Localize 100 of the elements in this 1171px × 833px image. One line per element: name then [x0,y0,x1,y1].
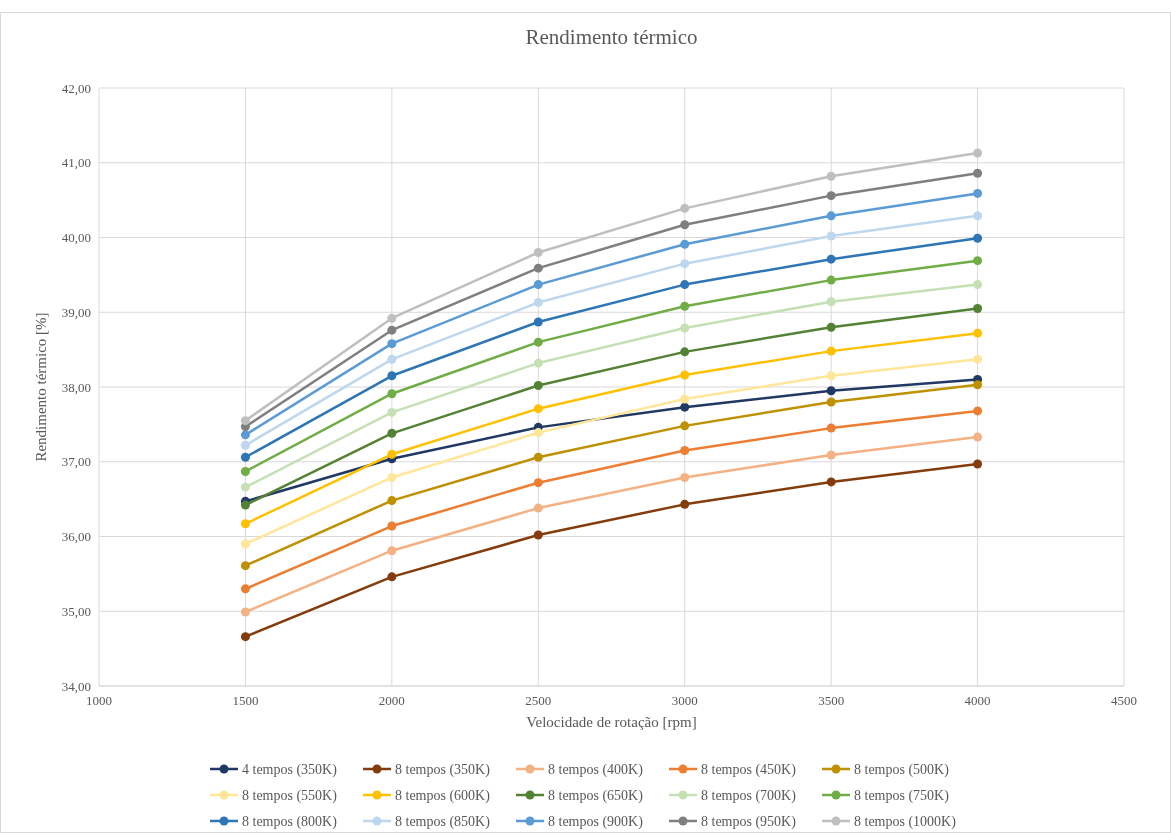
point [826,275,836,285]
point [680,239,690,249]
point [973,380,983,390]
point [240,607,250,617]
point [973,188,983,198]
legend-label: 8 tempos (500K) [854,761,950,778]
y-tick-label: 38,00 [61,379,91,395]
point [533,478,543,488]
point [973,168,983,178]
point [680,280,690,290]
legend-label: 8 tempos (850K) [395,813,491,830]
point [533,247,543,257]
point [387,572,397,582]
y-tick-label: 36,00 [61,529,91,545]
point [826,191,836,201]
point [973,406,983,416]
x-tick-label: 4000 [964,693,991,708]
point [680,499,690,509]
point [240,416,250,426]
point [826,371,836,381]
point [387,354,397,364]
y-tick-label: 41,00 [61,155,91,171]
y-tick-label: 35,00 [61,603,91,619]
point [973,432,983,442]
legend-label: 8 tempos (800K) [242,813,338,830]
point [680,421,690,431]
x-tick-label: 4500 [1111,693,1137,708]
legend-label: 8 tempos (900K) [548,813,644,830]
point [680,446,690,456]
point [533,280,543,290]
point [240,632,250,642]
point [680,259,690,269]
legend-label: 8 tempos (400K) [548,761,644,778]
point [826,397,836,407]
point [826,297,836,307]
legend-label: 8 tempos (450K) [701,761,797,778]
point [240,430,250,440]
point [387,407,397,417]
point [973,211,983,221]
y-tick-label: 34,00 [61,678,91,694]
point [826,386,836,396]
legend-label: 8 tempos (350K) [395,761,491,778]
point [533,263,543,273]
point [826,450,836,460]
point [387,389,397,399]
point [240,500,250,510]
legend-label: 8 tempos (550K) [242,787,338,804]
point [973,233,983,243]
point [387,313,397,323]
point [240,482,250,492]
y-tick-label: 39,00 [61,304,91,320]
point [973,280,983,290]
legend-label: 8 tempos (600K) [395,787,491,804]
point [387,339,397,349]
point [387,496,397,506]
legend-label: 8 tempos (650K) [548,787,644,804]
point [973,304,983,314]
y-tick-label: 40,00 [61,230,91,246]
point [826,231,836,241]
point [680,402,690,412]
legend-label: 8 tempos (700K) [701,787,797,804]
point [973,328,983,338]
point [240,452,250,462]
point [680,370,690,380]
point [533,503,543,513]
point [680,220,690,230]
point [240,519,250,529]
point [973,148,983,158]
point [387,546,397,556]
point [240,584,250,594]
point [533,317,543,327]
point [240,561,250,571]
point [387,325,397,335]
point [826,477,836,487]
point [387,428,397,438]
point [533,298,543,308]
point [387,371,397,381]
x-tick-label: 3000 [671,693,698,708]
point [826,346,836,356]
x-axis-title: Velocidade de rotação [rpm] [526,714,697,730]
y-axis-title: Rendimento térmico [%] [33,312,49,462]
point [826,254,836,264]
point [680,472,690,482]
legend-label: 8 tempos (1000K) [854,813,957,830]
point [240,466,250,476]
point [973,256,983,266]
x-tick-label: 1500 [232,693,259,708]
point [533,452,543,462]
y-tick-label: 42,00 [61,80,91,96]
x-tick-label: 3500 [818,693,845,708]
x-tick-label: 2000 [378,693,405,708]
point [826,171,836,181]
point [387,472,397,482]
point [533,530,543,540]
point [680,203,690,213]
point [533,381,543,391]
point [680,394,690,404]
point [680,347,690,357]
point [387,449,397,459]
point [680,301,690,311]
